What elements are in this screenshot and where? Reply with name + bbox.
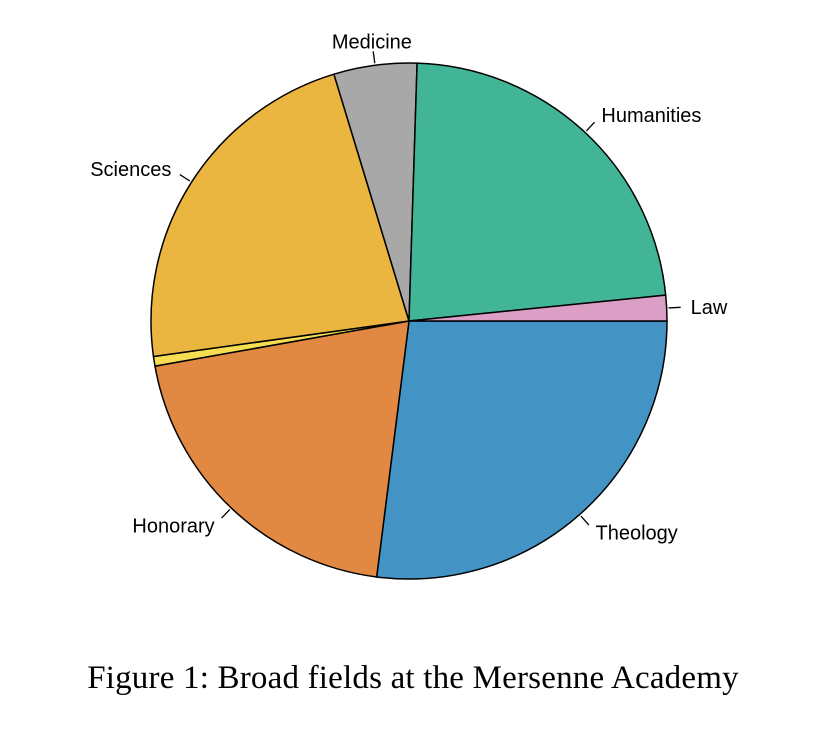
pie-slice-sciences [150, 73, 410, 358]
pie-chart: Theology Honorary Sciences Medicine Humaniti… [90, 31, 728, 580]
leader-line-theology [580, 515, 590, 526]
slice-label-law: Law [691, 297, 728, 319]
slice-label-theology: Theology [595, 523, 677, 545]
pie-slice-honorary [154, 320, 410, 578]
figure-caption: Figure 1: Broad fields at the Mersenne A… [87, 660, 739, 696]
slice-label-honorary: Honorary [132, 515, 214, 537]
slice-label-humanities: Humanities [601, 105, 701, 127]
leader-line-honorary [221, 508, 231, 519]
pie-chart-svg: Theology Honorary Sciences Medicine Humaniti… [90, 31, 728, 580]
slice-label-medicine: Medicine [332, 31, 412, 53]
leader-line-medicine [372, 51, 376, 64]
leader-line-sciences [179, 173, 191, 182]
pie-slices [150, 62, 668, 580]
pie-slice-humanities [408, 62, 667, 322]
leader-line-humanities [585, 121, 596, 132]
pie-slice-theology [375, 320, 668, 580]
pie-leader-lines [179, 51, 681, 526]
pie-slice-law [408, 294, 668, 322]
pie-labels: Theology Honorary Sciences Medicine Humaniti… [90, 31, 728, 544]
slice-label-sciences: Sciences [90, 159, 171, 181]
leader-line-law [668, 306, 681, 309]
